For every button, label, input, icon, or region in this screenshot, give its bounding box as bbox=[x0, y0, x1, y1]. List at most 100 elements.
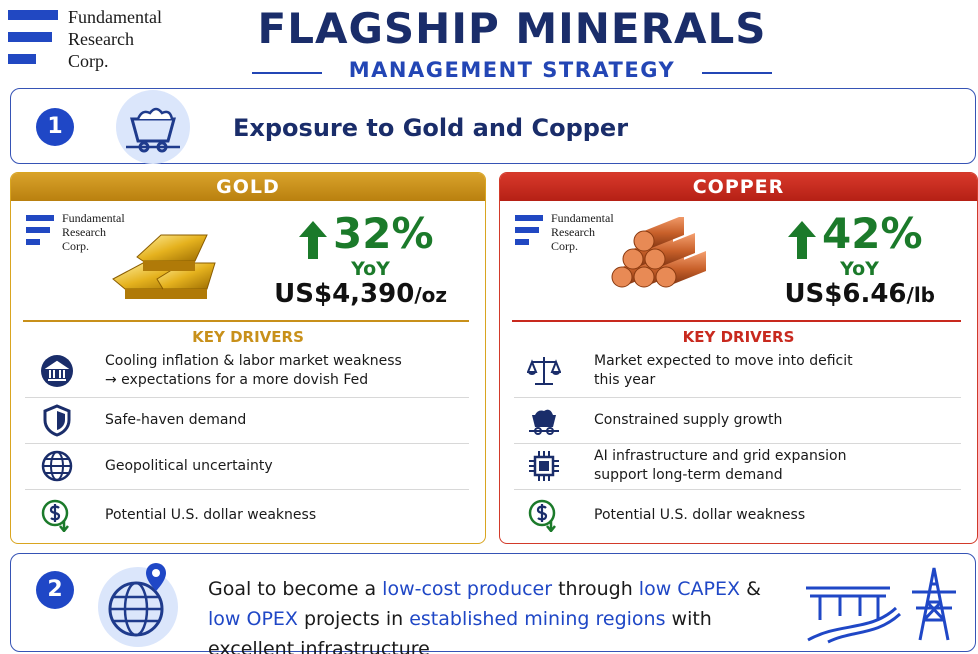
panel: GOLD Fundamental Research Corp. 32% YoY US$4,3… bbox=[10, 172, 486, 544]
driver-row: Potential U.S. dollar weakness bbox=[105, 489, 415, 541]
driver-icon bbox=[40, 498, 74, 536]
panel: COPPER Fundamental Research Corp. 42% YoY US$6… bbox=[499, 172, 978, 544]
driver-text: Market expected to move into deficit thi… bbox=[594, 353, 853, 388]
highlight-text: low CAPEX bbox=[638, 578, 741, 600]
driver-text: Geopolitical uncertainty bbox=[105, 457, 273, 474]
driver-text: Safe-haven demand bbox=[105, 411, 247, 428]
logo-mark bbox=[8, 10, 58, 64]
price-value: US$4,390 bbox=[274, 279, 415, 309]
logo-mark bbox=[515, 215, 545, 251]
logo-line: Corp. bbox=[551, 239, 578, 253]
driver-icon bbox=[40, 449, 74, 487]
section-heading: Exposure to Gold and Copper bbox=[233, 114, 629, 142]
text-segment: projects in bbox=[297, 608, 410, 630]
logo-text: Fundamental Research Corp. bbox=[62, 211, 125, 253]
logo-mark-graphic bbox=[515, 215, 543, 245]
highlight-text: low-cost producer bbox=[382, 578, 553, 600]
change-value: 32% bbox=[333, 209, 434, 258]
logo-line: Research bbox=[551, 225, 595, 239]
metal-illustration-graphic bbox=[611, 215, 706, 288]
logo-mark bbox=[26, 215, 56, 251]
metal-illustration bbox=[103, 217, 228, 311]
row-separator bbox=[514, 443, 961, 444]
drivers-title: KEY DRIVERS bbox=[192, 328, 304, 346]
change-label: YoY bbox=[351, 258, 390, 280]
section-box bbox=[10, 88, 976, 164]
logo-line: Research bbox=[68, 29, 134, 49]
logo-line: Corp. bbox=[68, 51, 109, 71]
change-label: YoY bbox=[840, 258, 879, 280]
driver-icon bbox=[40, 354, 74, 392]
driver-text: Potential U.S. dollar weakness bbox=[105, 506, 317, 523]
logo-line: Research bbox=[62, 225, 106, 239]
divider bbox=[512, 320, 961, 322]
price: US$4,390/oz bbox=[274, 279, 447, 309]
driver-icon bbox=[527, 498, 561, 536]
infrastructure-icon bbox=[806, 567, 956, 644]
up-arrow bbox=[299, 221, 327, 263]
drivers-title: KEY DRIVERS bbox=[682, 328, 795, 346]
logo-line: Fundamental bbox=[551, 211, 614, 225]
driver-icon-graphic bbox=[526, 357, 562, 385]
text-segment: & bbox=[740, 578, 761, 600]
logo-mark-graphic bbox=[26, 215, 54, 245]
driver-icon bbox=[527, 449, 561, 487]
text-segment: through bbox=[552, 578, 639, 600]
driver-icon-graphic bbox=[43, 404, 71, 437]
subtitle: MANAGEMENT STRATEGY bbox=[322, 58, 702, 82]
driver-row: Safe-haven demand bbox=[105, 397, 415, 443]
logo-text: Fundamental Research Corp. bbox=[68, 6, 162, 72]
driver-icon bbox=[527, 403, 561, 441]
driver-row: AI infrastructure and grid expansion sup… bbox=[594, 443, 864, 489]
up-arrow bbox=[788, 221, 816, 263]
panel-title: GOLD bbox=[11, 173, 485, 201]
price-unit: /oz bbox=[414, 283, 447, 307]
driver-row: Market expected to move into deficit thi… bbox=[594, 345, 864, 397]
driver-icon-graphic bbox=[41, 355, 73, 387]
row-separator bbox=[25, 489, 469, 490]
globe-icon bbox=[98, 563, 178, 647]
text-segment: with excellent infrastructure bbox=[208, 608, 712, 654]
driver-icon-graphic bbox=[528, 499, 556, 534]
row-separator bbox=[514, 397, 961, 398]
driver-icon-graphic bbox=[41, 499, 69, 534]
driver-icon-graphic bbox=[529, 409, 559, 435]
change-value: 42% bbox=[822, 209, 923, 258]
driver-row: Cooling inflation & labor market weaknes… bbox=[105, 345, 415, 397]
metal-illustration-graphic bbox=[112, 234, 216, 299]
price-value: US$6.46 bbox=[784, 279, 907, 309]
section-box bbox=[10, 553, 976, 652]
logo-line: Fundamental bbox=[68, 7, 162, 27]
logo-line: Corp. bbox=[62, 239, 89, 253]
driver-text: Cooling inflation & labor market weaknes… bbox=[105, 353, 402, 388]
text-segment: Goal to become a bbox=[208, 578, 383, 600]
section-number: 1 bbox=[36, 108, 74, 146]
driver-row: Constrained supply growth bbox=[594, 397, 864, 443]
up-arrow-graphic bbox=[299, 221, 327, 259]
highlight-text: established mining regions bbox=[409, 608, 666, 630]
row-separator bbox=[25, 443, 469, 444]
divider bbox=[23, 320, 469, 322]
title: FLAGSHIP MINERALS bbox=[257, 4, 767, 53]
driver-text: AI infrastructure and grid expansion sup… bbox=[594, 448, 847, 483]
cart-icon bbox=[116, 90, 190, 164]
logo-text: Fundamental Research Corp. bbox=[551, 211, 614, 253]
row-separator bbox=[25, 397, 469, 398]
goal-text: Goal to become a low-cost producer throu… bbox=[208, 574, 768, 654]
logo-line: Fundamental bbox=[62, 211, 125, 225]
driver-text: Potential U.S. dollar weakness bbox=[594, 506, 806, 523]
highlight-text: low OPEX bbox=[208, 608, 298, 630]
driver-icon bbox=[526, 354, 562, 392]
price: US$6.46/lb bbox=[784, 279, 935, 309]
driver-row: Potential U.S. dollar weakness bbox=[594, 489, 864, 541]
panel-title: COPPER bbox=[500, 173, 977, 201]
metal-illustration bbox=[592, 215, 717, 311]
price-unit: /lb bbox=[906, 283, 935, 307]
driver-row: Geopolitical uncertainty bbox=[105, 443, 415, 489]
up-arrow-graphic bbox=[788, 221, 816, 259]
driver-icon-graphic bbox=[41, 450, 73, 482]
driver-icon bbox=[40, 403, 74, 441]
section-number: 2 bbox=[36, 571, 74, 609]
driver-icon-graphic bbox=[529, 451, 559, 481]
